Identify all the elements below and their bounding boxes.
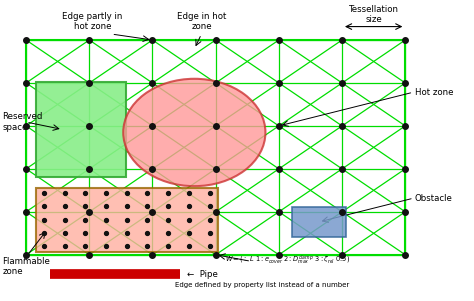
- Text: Edge defined by property list instead of a number: Edge defined by property list instead of…: [175, 283, 350, 288]
- Bar: [36, 188, 218, 252]
- Text: Hot zone: Hot zone: [415, 88, 453, 97]
- Text: Edge partly in
hot zone: Edge partly in hot zone: [62, 12, 123, 31]
- Text: Tessellation
size: Tessellation size: [349, 5, 399, 24]
- Text: Obstacle: Obstacle: [415, 194, 453, 203]
- Bar: [26, 40, 405, 255]
- Text: Flammable
zone: Flammable zone: [2, 257, 50, 276]
- Bar: [36, 82, 126, 177]
- Text: $W=(:\ L\ 1:e_{cover}\ 2:D^{clamp}_{max}\ 3:\zeta_{rel}\ 0.5)$: $W=(:\ L\ 1:e_{cover}\ 2:D^{clamp}_{max}…: [225, 254, 350, 267]
- Ellipse shape: [123, 79, 265, 186]
- Text: Edge in hot
zone: Edge in hot zone: [177, 12, 226, 31]
- Text: ←  Pipe: ← Pipe: [187, 270, 218, 279]
- Text: Reserved
space: Reserved space: [2, 112, 43, 132]
- Bar: [292, 207, 346, 237]
